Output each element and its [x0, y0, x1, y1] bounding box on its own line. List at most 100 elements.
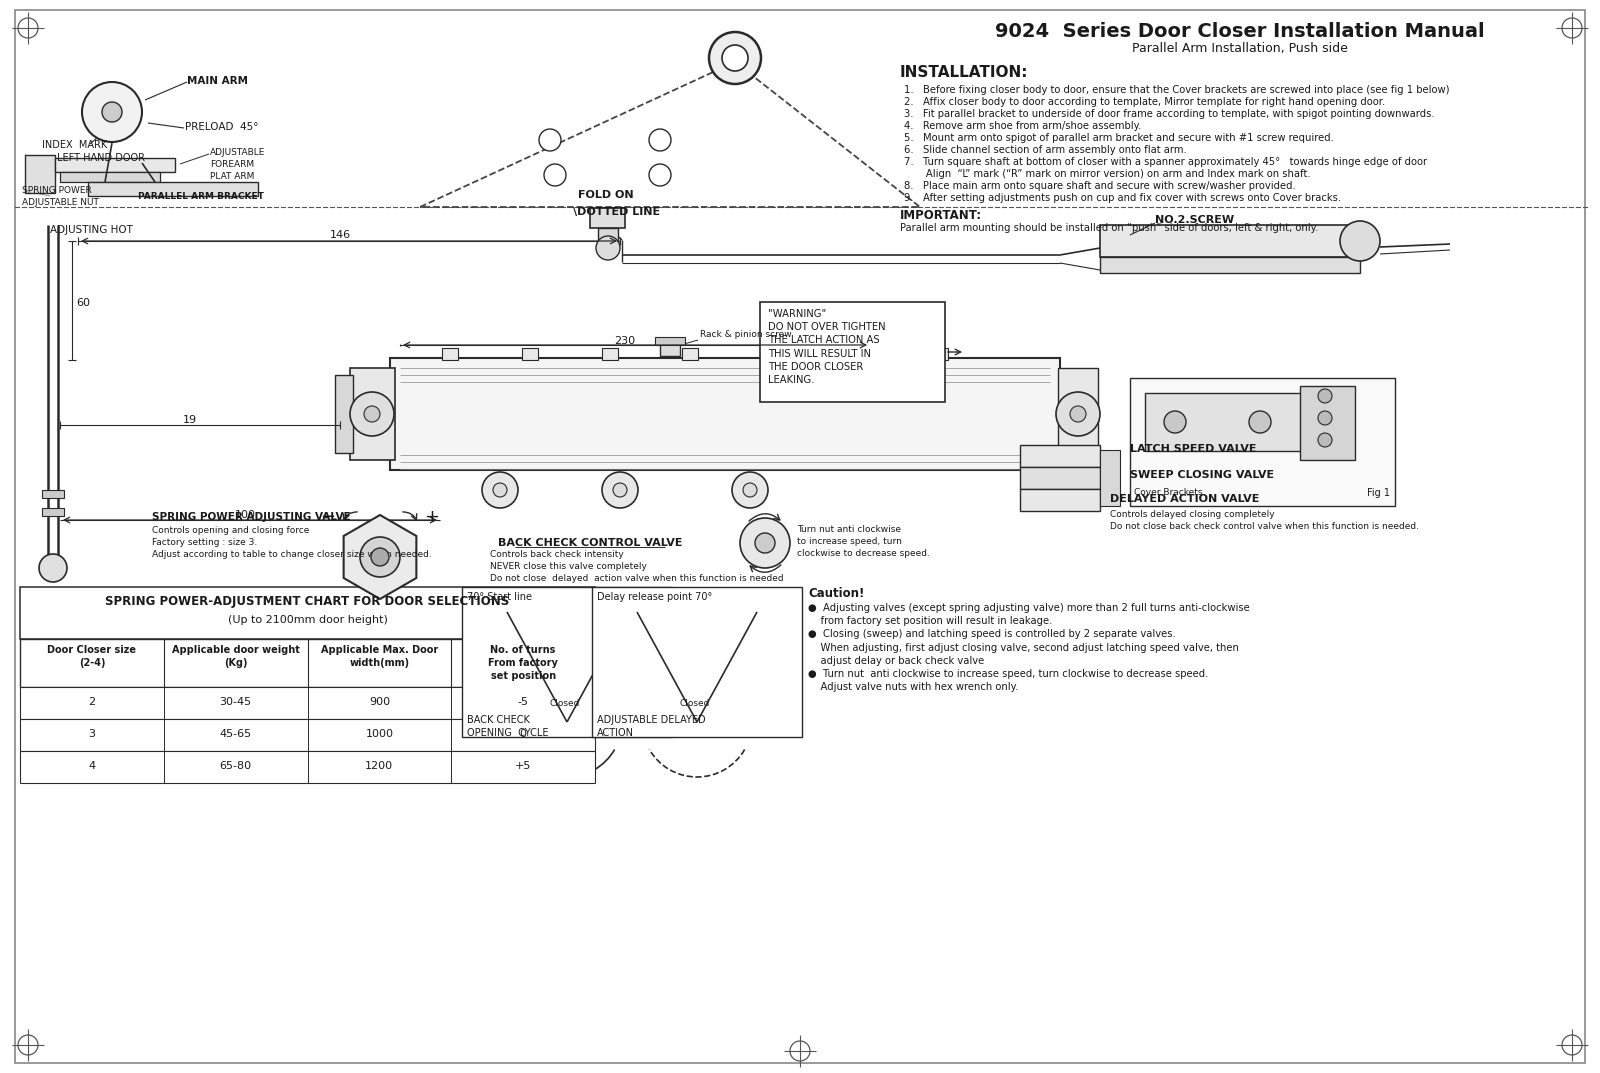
Bar	[931, 348, 947, 361]
Bar	[1299, 386, 1355, 460]
Bar	[42, 508, 64, 516]
Bar	[1021, 445, 1101, 467]
Bar	[1021, 467, 1101, 489]
Circle shape	[365, 406, 381, 422]
Text: Applicable Max. Door
width(mm): Applicable Max. Door width(mm)	[320, 645, 438, 668]
Bar	[682, 348, 698, 361]
Circle shape	[1318, 411, 1331, 425]
Text: 7.   Turn square shaft at bottom of closer with a spanner approximately 45°   to: 7. Turn square shaft at bottom of closer…	[904, 157, 1427, 167]
Text: 65-80: 65-80	[219, 761, 251, 771]
Bar	[390, 358, 1059, 470]
Circle shape	[650, 164, 670, 186]
Text: 9024  Series Door Closer Installation Manual: 9024 Series Door Closer Installation Man…	[995, 23, 1485, 41]
Bar	[19, 687, 595, 719]
Text: 0: 0	[520, 729, 526, 739]
Bar	[598, 227, 618, 248]
Text: +5: +5	[515, 761, 531, 771]
Bar	[1058, 368, 1098, 460]
Text: Controls opening and closing force
Factory setting : size 3.
Adjust according to: Controls opening and closing force Facto…	[152, 526, 432, 559]
Text: 6.   Slide channel section of arm assembly onto flat arm.: 6. Slide channel section of arm assembly…	[904, 145, 1187, 155]
Text: INSTALLATION:: INSTALLATION:	[899, 65, 1029, 80]
Text: \DOTTED LINE: \DOTTED LINE	[573, 207, 661, 217]
Bar	[762, 348, 778, 361]
Text: BACK CHECK
OPENING  CYCLE: BACK CHECK OPENING CYCLE	[467, 715, 549, 738]
Text: Caution!: Caution!	[808, 587, 864, 600]
Text: Closed: Closed	[678, 699, 709, 708]
Text: SPRING POWER-ADJUSTMENT CHART FOR DOOR SELECTIONS: SPRING POWER-ADJUSTMENT CHART FOR DOOR S…	[106, 596, 510, 608]
Text: ●  Adjusting valves (except spring adjusting valve) more than 2 full turns anti-: ● Adjusting valves (except spring adjust…	[808, 603, 1250, 692]
Bar	[1101, 450, 1120, 506]
Text: LEFT HAND DOOR: LEFT HAND DOOR	[58, 153, 146, 163]
Circle shape	[544, 164, 566, 186]
Text: 146: 146	[330, 230, 350, 240]
Text: 30-45: 30-45	[219, 697, 251, 707]
Bar	[61, 172, 160, 182]
Circle shape	[493, 483, 507, 497]
Circle shape	[1250, 411, 1270, 433]
Text: PRELOAD  45°: PRELOAD 45°	[186, 122, 259, 132]
Bar	[1130, 378, 1395, 506]
Text: 4.   Remove arm shoe from arm/shoe assembly.: 4. Remove arm shoe from arm/shoe assembl…	[904, 121, 1141, 131]
Circle shape	[595, 236, 621, 260]
Bar	[851, 348, 867, 361]
Text: 2: 2	[88, 697, 96, 707]
Text: MAIN ARM: MAIN ARM	[187, 76, 248, 86]
Circle shape	[1341, 221, 1379, 261]
Bar	[19, 719, 595, 751]
Circle shape	[360, 536, 400, 577]
Text: -5: -5	[518, 697, 528, 707]
Bar	[760, 302, 946, 402]
Circle shape	[482, 472, 518, 508]
Bar	[19, 640, 595, 687]
Bar	[592, 587, 802, 737]
Circle shape	[742, 483, 757, 497]
Bar	[334, 374, 354, 453]
Circle shape	[82, 82, 142, 142]
Text: 3.   Fit parallel bracket to underside of door frame according to template, with: 3. Fit parallel bracket to underside of …	[904, 109, 1435, 119]
Bar	[462, 587, 672, 737]
Circle shape	[602, 472, 638, 508]
Bar	[1101, 225, 1360, 258]
Text: ADJUSTABLE
FOREARM
PLAT ARM: ADJUSTABLE FOREARM PLAT ARM	[210, 148, 266, 180]
Circle shape	[38, 554, 67, 582]
Text: PARALLEL ARM BRACKET: PARALLEL ARM BRACKET	[138, 192, 264, 201]
Circle shape	[1318, 433, 1331, 447]
Circle shape	[722, 45, 749, 71]
Circle shape	[102, 102, 122, 122]
Text: 4: 4	[88, 761, 96, 771]
Bar	[1021, 489, 1101, 511]
Text: Door Closer size
(2-4): Door Closer size (2-4)	[48, 645, 136, 668]
Text: Controls delayed closing completely
Do not close back check control valve when t: Controls delayed closing completely Do n…	[1110, 510, 1419, 531]
Text: 9.   After setting adjustments push on cup and fix cover with screws onto Cover : 9. After setting adjustments push on cup…	[904, 193, 1341, 203]
Circle shape	[1318, 389, 1331, 403]
Text: SPRING POWER ADJUSTING VALVE: SPRING POWER ADJUSTING VALVE	[152, 512, 350, 521]
Text: 900: 900	[370, 697, 390, 707]
Text: NO.2.SCREW: NO.2.SCREW	[1155, 215, 1234, 225]
Text: 70° Start line: 70° Start line	[467, 592, 531, 602]
Circle shape	[539, 129, 562, 151]
Text: −: −	[320, 508, 336, 526]
Text: No. of turns
From factory
set position: No. of turns From factory set position	[488, 645, 558, 681]
Bar	[1146, 393, 1306, 451]
Text: Align  “L” mark (“R” mark on mirror version) on arm and Index mark on shaft.: Align “L” mark (“R” mark on mirror versi…	[904, 170, 1310, 179]
Text: +: +	[424, 508, 440, 526]
Text: 3: 3	[88, 729, 96, 739]
Bar	[522, 348, 538, 361]
Text: "WARNING"
DO NOT OVER TIGHTEN
THE LATCH ACTION AS
THIS WILL RESULT IN
THE DOOR C: "WARNING" DO NOT OVER TIGHTEN THE LATCH …	[768, 309, 886, 385]
Text: BACK CHECK CONTROL VALVE: BACK CHECK CONTROL VALVE	[498, 538, 682, 548]
Bar	[42, 490, 64, 498]
Text: Fig 1: Fig 1	[1366, 488, 1390, 498]
Text: SWEEP CLOSING VALVE: SWEEP CLOSING VALVE	[1130, 470, 1274, 480]
Text: Rack & pinion screw: Rack & pinion screw	[701, 330, 792, 339]
Bar	[590, 208, 626, 227]
Bar	[602, 348, 618, 361]
Text: Closed: Closed	[549, 699, 579, 708]
Circle shape	[739, 518, 790, 568]
Circle shape	[1070, 406, 1086, 422]
Circle shape	[613, 483, 627, 497]
Bar	[350, 368, 395, 460]
Text: 19: 19	[182, 415, 197, 425]
Bar	[654, 337, 685, 346]
Text: 45-65: 45-65	[219, 729, 251, 739]
Text: Applicable door weight
(Kg): Applicable door weight (Kg)	[171, 645, 299, 668]
